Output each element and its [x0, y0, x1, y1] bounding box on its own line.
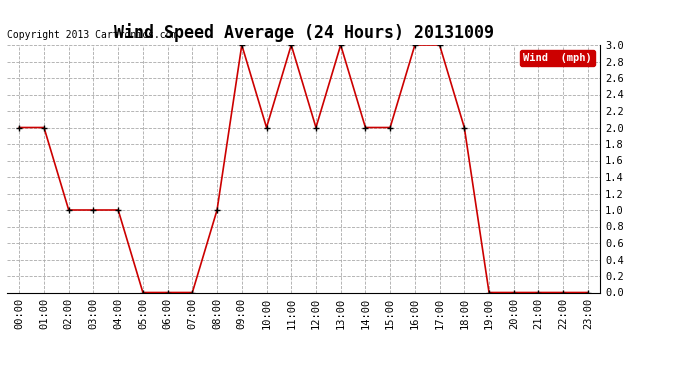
Title: Wind Speed Average (24 Hours) 20131009: Wind Speed Average (24 Hours) 20131009: [114, 23, 493, 42]
Text: Copyright 2013 Cartronics.com: Copyright 2013 Cartronics.com: [7, 30, 177, 40]
Legend: Wind  (mph): Wind (mph): [520, 50, 595, 66]
